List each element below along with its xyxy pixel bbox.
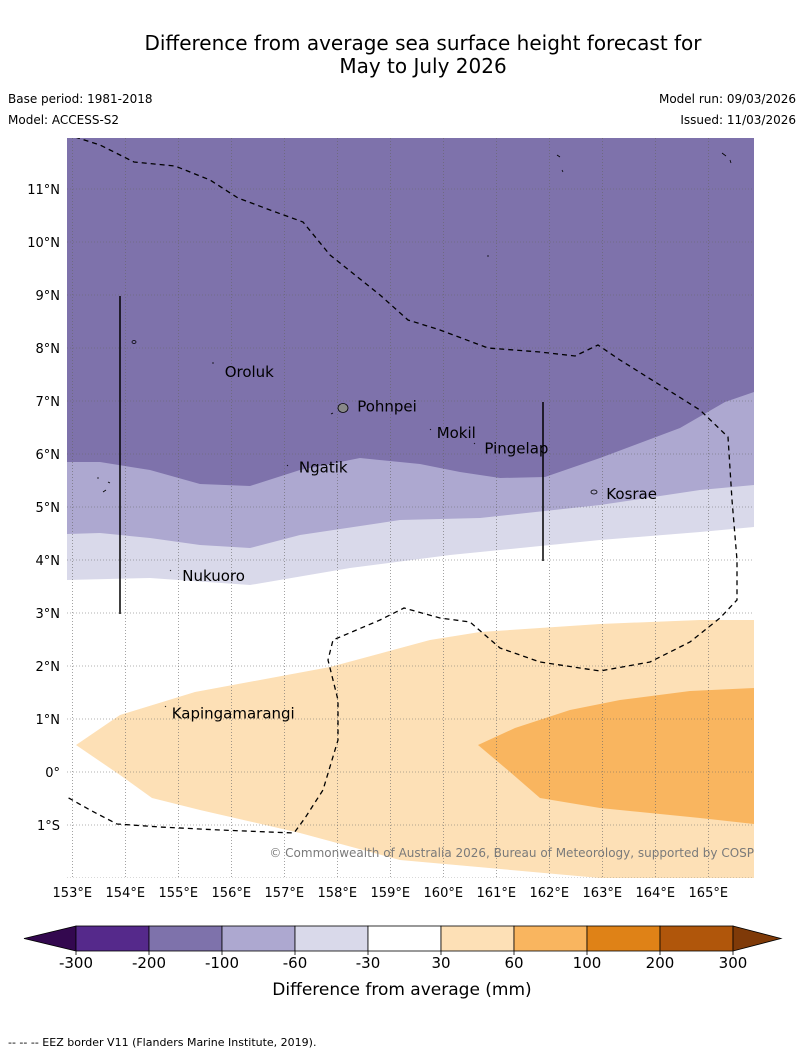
colorbar-segment bbox=[367, 925, 442, 952]
eez-border-north bbox=[67, 138, 738, 834]
lat-tick-label: 1°N bbox=[36, 713, 61, 728]
place-labels: Oroluk Pohnpei Mokil Pingelap Ngatik Kosrae Nu… bbox=[172, 363, 657, 723]
colorbar-tick-label: -100 bbox=[205, 954, 239, 972]
island-outlines bbox=[97, 152, 732, 708]
lat-tick-label: 6°N bbox=[36, 448, 61, 463]
colorbar-segment bbox=[586, 925, 661, 952]
chart-title: Difference from average sea surface heig… bbox=[0, 32, 804, 78]
colorbar-under-arrow bbox=[23, 925, 77, 952]
title-line-2: May to July 2026 bbox=[339, 54, 507, 78]
lon-tick-label: 164°E bbox=[636, 886, 676, 901]
colorbar-tick-label: 60 bbox=[504, 954, 523, 972]
lon-tick-label: 163°E bbox=[583, 886, 623, 901]
lon-tick-label: 161°E bbox=[477, 886, 517, 901]
lon-tick-label: 159°E bbox=[371, 886, 411, 901]
colorbar-segment bbox=[221, 925, 296, 952]
colorbar-tick-label: -30 bbox=[356, 954, 381, 972]
lat-tick-label: 3°N bbox=[36, 607, 61, 622]
place-label: Oroluk bbox=[225, 363, 274, 381]
colorbar-segment bbox=[659, 925, 734, 952]
lon-tick-label: 160°E bbox=[424, 886, 464, 901]
lat-tick-label: 10°N bbox=[27, 236, 60, 251]
place-label: Kosrae bbox=[606, 485, 657, 503]
eez-legend-note: -- -- -- EEZ border V11 (Flanders Marine… bbox=[8, 1036, 317, 1049]
base-period: Base period: 1981-2018 bbox=[8, 92, 153, 106]
lon-tick-label: 153°E bbox=[53, 886, 93, 901]
colorbar-segment bbox=[148, 925, 223, 952]
lat-tick-label: 8°N bbox=[36, 342, 61, 357]
map-area: Oroluk Pohnpei Mokil Pingelap Ngatik Kosrae Nu… bbox=[67, 138, 774, 878]
lon-tick-label: 154°E bbox=[106, 886, 146, 901]
axis-labels: 153°E 154°E 155°E 156°E 157°E 158°E 159°E 160°E… bbox=[27, 183, 728, 901]
issued-date: Issued: 11/03/2026 bbox=[680, 113, 796, 127]
lat-tick-label: 4°N bbox=[36, 554, 61, 569]
lon-tick-label: 155°E bbox=[159, 886, 199, 901]
band-plus-60 bbox=[478, 688, 754, 824]
lat-tick-label: 1°S bbox=[37, 819, 60, 834]
place-label: Mokil bbox=[437, 424, 476, 442]
colorbar-tick-label: 30 bbox=[431, 954, 450, 972]
place-label: Nukuoro bbox=[182, 567, 245, 585]
gridlines bbox=[67, 138, 754, 878]
colorbar-tick-label: -200 bbox=[132, 954, 166, 972]
copyright-text: © Commonwealth of Australia 2026, Bureau… bbox=[269, 846, 774, 860]
lat-tick-label: 7°N bbox=[36, 395, 61, 410]
colorbar-tick-label: -60 bbox=[283, 954, 308, 972]
band-plus-30 bbox=[76, 620, 754, 878]
colorbar-segment bbox=[75, 925, 150, 952]
place-label: Pingelap bbox=[484, 440, 548, 458]
colorbar-label: Difference from average (mm) bbox=[272, 980, 531, 1000]
colorbar-tick-label: 100 bbox=[573, 954, 602, 972]
lon-tick-label: 157°E bbox=[265, 886, 305, 901]
lat-tick-label: 5°N bbox=[36, 501, 61, 516]
model-name: Model: ACCESS-S2 bbox=[8, 113, 120, 127]
lat-tick-label: 2°N bbox=[36, 660, 61, 675]
colorbar-segment bbox=[440, 925, 515, 952]
place-label: Pohnpei bbox=[357, 397, 417, 415]
lon-tick-label: 162°E bbox=[530, 886, 570, 901]
lat-tick-label: 0° bbox=[45, 766, 60, 781]
colorbar-segment bbox=[294, 925, 369, 952]
colorbar-tick-label: -300 bbox=[59, 954, 93, 972]
place-label: Ngatik bbox=[299, 458, 348, 476]
place-label: Kapingamarangi bbox=[172, 705, 295, 723]
lat-tick-label: 11°N bbox=[27, 183, 60, 198]
colorbar-over-arrow bbox=[732, 925, 783, 952]
band-minus-100 bbox=[67, 138, 754, 486]
colorbar-segment bbox=[513, 925, 588, 952]
lat-tick-label: 9°N bbox=[36, 289, 61, 304]
lon-tick-label: 156°E bbox=[212, 886, 252, 901]
model-run: Model run: 09/03/2026 bbox=[658, 92, 796, 106]
colorbar-tick-label: 300 bbox=[719, 954, 748, 972]
title-line-1: Difference from average sea surface heig… bbox=[144, 31, 702, 55]
lon-tick-label: 165°E bbox=[689, 886, 729, 901]
lon-tick-label: 158°E bbox=[318, 886, 358, 901]
colorbar-tick-label: 200 bbox=[646, 954, 675, 972]
colorbar: -300 -200 -100 -60 -30 30 60 100 200 300 Differenc… bbox=[23, 925, 783, 1000]
